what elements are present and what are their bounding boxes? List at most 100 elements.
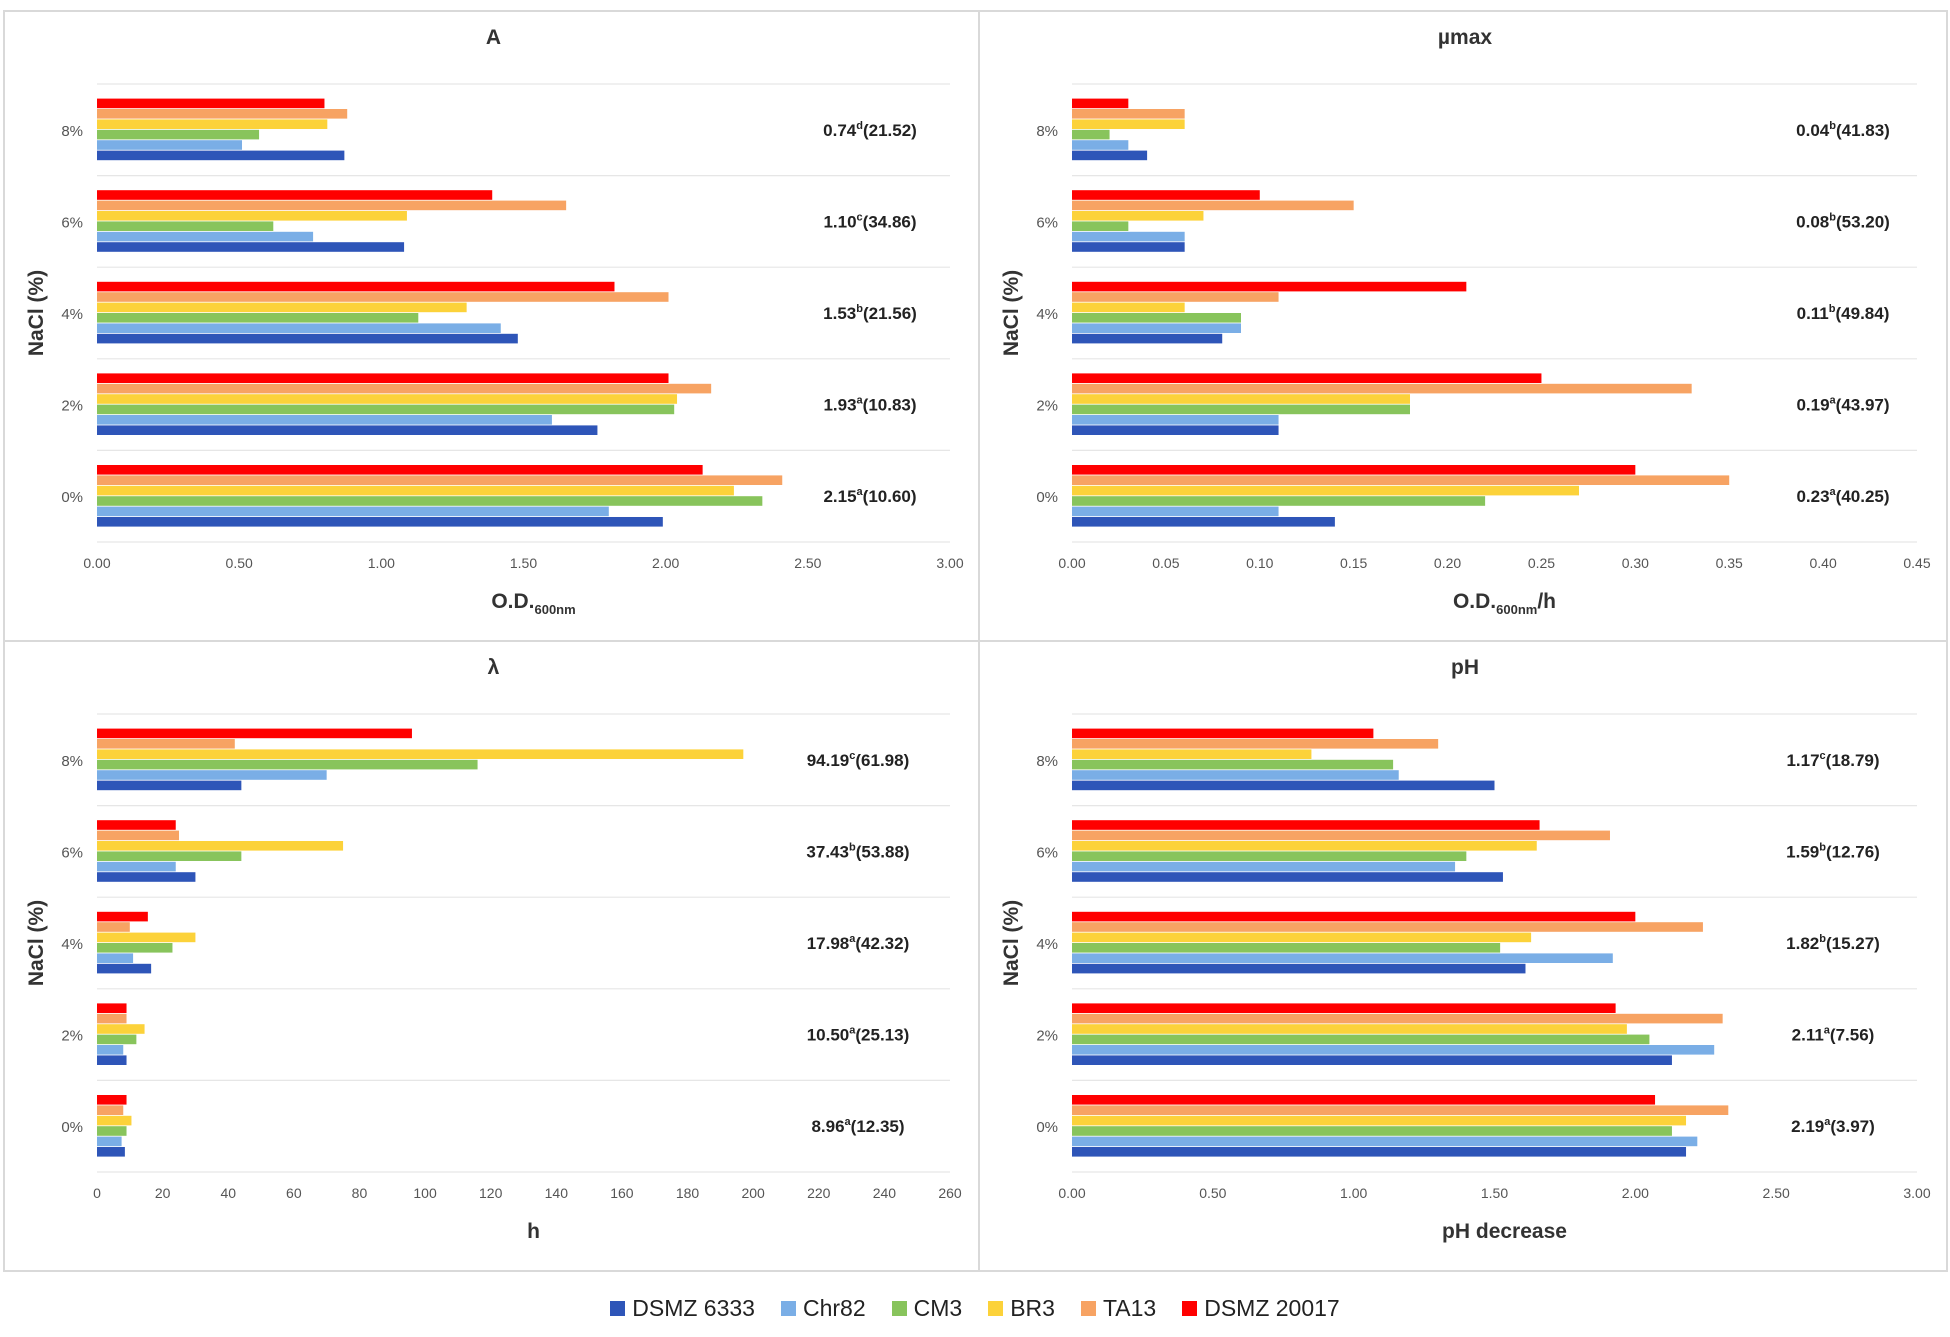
bar-ta13-8 <box>1072 109 1185 119</box>
bar-cm3-0 <box>1072 496 1486 506</box>
bar-dsmz-6333-0 <box>97 517 663 527</box>
annotation-0: 2.15a(10.60) <box>823 486 916 506</box>
bar-br3-6 <box>1072 841 1537 851</box>
annotation-8: 1.17c(18.79) <box>1786 750 1879 770</box>
bar-dsmz-20017-4 <box>97 911 148 922</box>
x-tick-label: 0.50 <box>226 555 253 571</box>
bar-ta13-6 <box>1072 830 1610 841</box>
legend-label: BR3 <box>1010 1294 1055 1321</box>
y-axis-label: NaCl (%) <box>25 270 48 356</box>
legend: DSMZ 6333 Chr82 CM3 BR3 TA13 DSMZ 20017 <box>0 1290 1950 1326</box>
bar-cm3-4 <box>1072 943 1501 953</box>
bar-dsmz-20017-0 <box>1072 1095 1656 1105</box>
x-tick-label: 2.00 <box>652 555 679 571</box>
bar-br3-6 <box>1072 211 1204 221</box>
category-label-6: 6% <box>1036 844 1058 861</box>
bar-chr82-2 <box>97 1045 124 1055</box>
bar-chr82-0 <box>1072 506 1279 517</box>
bar-br3-2 <box>1072 394 1410 404</box>
chart-title: λ <box>488 656 500 679</box>
legend-item-cm3: CM3 <box>891 1294 963 1322</box>
x-tick-label: 1.00 <box>368 555 395 571</box>
x-tick-label: 2.50 <box>794 555 821 571</box>
annotation-4: 0.11b(49.84) <box>1797 303 1890 323</box>
bar-ta13-2 <box>1072 1013 1723 1024</box>
bar-cm3-2 <box>97 1034 137 1045</box>
bar-cm3-4 <box>97 313 419 323</box>
chart-lambda-svg: λ NaCl (%) 0% 8.96a(12.35) 2% 10.50a(25.13) 4%… <box>25 656 962 1243</box>
bar-dsmz-20017-6 <box>1072 190 1260 200</box>
bar-chr82-2 <box>1072 1045 1715 1055</box>
bar-dsmz-6333-6 <box>1072 242 1185 252</box>
bar-dsmz-6333-6 <box>97 872 196 882</box>
bar-cm3-0 <box>97 496 763 506</box>
legend-swatch <box>1080 1300 1096 1316</box>
annotation-4: 1.82b(15.27) <box>1786 933 1880 953</box>
bar-dsmz-6333-0 <box>1072 1147 1687 1157</box>
x-tick-label: 220 <box>807 1185 831 1201</box>
category-label-0: 0% <box>1036 1119 1058 1136</box>
bar-dsmz-6333-2 <box>97 425 598 435</box>
legend-item-br3: BR3 <box>988 1295 1055 1322</box>
category-label-2: 2% <box>1036 1028 1058 1045</box>
bar-chr82-8 <box>1072 770 1399 780</box>
bar-ta13-8 <box>97 109 348 119</box>
bar-dsmz-6333-2 <box>1072 425 1279 435</box>
bar-dsmz-20017-6 <box>1072 820 1540 830</box>
bar-chr82-4 <box>1072 323 1241 333</box>
y-axis-label: NaCl (%) <box>25 900 48 986</box>
annotation-2: 10.50a(25.13) <box>807 1025 910 1045</box>
chart-title: A <box>486 26 501 49</box>
annotation-0: 8.96a(12.35) <box>811 1116 904 1136</box>
x-axis-label: O.D.600nm/h <box>1453 590 1556 617</box>
bar-br3-6 <box>97 841 344 851</box>
bar-br3-2 <box>97 1024 145 1034</box>
bar-dsmz-20017-4 <box>1072 911 1636 922</box>
bar-dsmz-20017-6 <box>97 190 493 200</box>
category-label-4: 4% <box>61 936 83 953</box>
bar-ta13-8 <box>97 739 235 749</box>
annotation-6: 1.59b(12.76) <box>1786 841 1880 861</box>
bar-ta13-0 <box>1072 475 1730 485</box>
category-label-6: 6% <box>1036 214 1058 231</box>
x-axis-label: h <box>527 1220 540 1243</box>
bar-ta13-4 <box>1072 292 1279 302</box>
bar-cm3-0 <box>97 1126 127 1136</box>
chart-a-svg: A NaCl (%) 0% 2.15a(10.60) 2% 1.93a(10.83) 4% 1… <box>25 26 964 617</box>
bar-br3-8 <box>97 119 328 129</box>
bar-cm3-8 <box>1072 759 1394 770</box>
bar-br3-4 <box>97 302 467 313</box>
bar-cm3-8 <box>97 129 260 140</box>
bar-dsmz-6333-2 <box>1072 1055 1672 1065</box>
annotation-2: 1.93a(10.83) <box>823 395 916 415</box>
annotation-2: 2.11a(7.56) <box>1792 1025 1875 1045</box>
bar-dsmz-6333-8 <box>97 780 242 791</box>
category-label-0: 0% <box>61 489 83 506</box>
category-label-8: 8% <box>61 753 83 770</box>
bar-cm3-8 <box>1072 129 1110 140</box>
bar-cm3-6 <box>1072 851 1467 861</box>
bar-dsmz-20017-0 <box>97 1095 127 1105</box>
bar-br3-4 <box>1072 302 1185 313</box>
legend-label: DSMZ 20017 <box>1204 1294 1340 1321</box>
x-tick-label: 0.30 <box>1622 555 1649 571</box>
bar-dsmz-6333-6 <box>1072 872 1503 882</box>
bar-cm3-6 <box>1072 221 1129 231</box>
bar-chr82-4 <box>97 323 501 333</box>
bar-chr82-6 <box>1072 231 1185 242</box>
bar-chr82-8 <box>1072 140 1129 150</box>
annotation-2: 0.19a(43.97) <box>1796 395 1889 415</box>
bar-br3-4 <box>97 932 196 943</box>
category-label-6: 6% <box>61 844 83 861</box>
legend-item-dsmz-6333: DSMZ 6333 <box>610 1295 755 1322</box>
bar-dsmz-20017-8 <box>1072 98 1129 109</box>
x-tick-label: 140 <box>545 1185 569 1201</box>
legend-swatch <box>610 1300 626 1316</box>
bar-dsmz-20017-8 <box>97 728 412 739</box>
chart-panel-a: A NaCl (%) 0% 2.15a(10.60) 2% 1.93a(10.83) 4% 1… <box>3 10 980 642</box>
legend-label: CM3 <box>913 1294 963 1321</box>
chart-panel-mumax: µmax NaCl (%) 0% 0.23a(40.25) 2% 0.19a(43.97)… <box>978 10 1948 642</box>
x-tick-label: 2.50 <box>1763 1185 1790 1201</box>
annotation-0: 2.19a(3.97) <box>1791 1116 1875 1136</box>
bar-ta13-0 <box>97 475 783 485</box>
